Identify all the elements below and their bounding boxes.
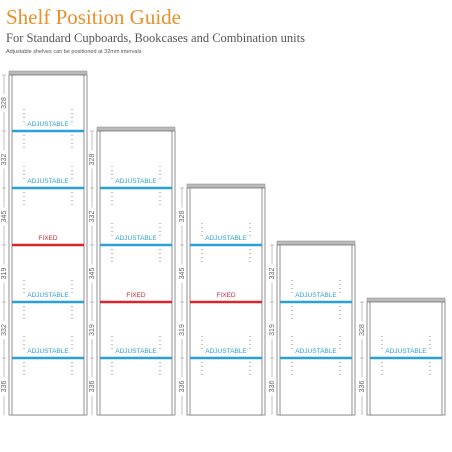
cabinet-inner [279, 244, 353, 416]
dim-label: 345 [1, 211, 8, 223]
dim-bg [88, 377, 96, 396]
shelf-label: ADJUSTABLE [27, 121, 69, 128]
dim-label: 328 [89, 154, 96, 166]
dim-label: 336 [1, 381, 8, 393]
dim-bg [0, 94, 8, 112]
cabinet-inner [99, 130, 173, 416]
cabinet-top [8, 70, 88, 76]
dim-bg [178, 207, 186, 226]
title: Shelf Position Guide [6, 5, 181, 29]
dim-bg [88, 264, 96, 283]
dim-label: 319 [269, 324, 276, 336]
dim-bg [0, 377, 8, 396]
dim-label: 332 [269, 268, 276, 280]
note: Adjustable shelves can be positioned at … [6, 49, 142, 55]
dim-label: 332 [89, 211, 96, 223]
dim-label: 336 [179, 381, 186, 393]
dim-label: 332 [1, 154, 8, 166]
dim-bg [88, 150, 96, 169]
shelf-label: ADJUSTABLE [27, 348, 69, 355]
dim-label: 328 [179, 211, 186, 223]
dim-label: 336 [89, 381, 96, 393]
subtitle: For Standard Cupboards, Bookcases and Co… [6, 31, 305, 45]
dim-label: 345 [89, 268, 96, 280]
dim-label: 345 [179, 268, 186, 280]
shelf-label: ADJUSTABLE [27, 178, 69, 185]
dim-bg [88, 321, 96, 339]
shelf-label: ADJUSTABLE [205, 235, 247, 242]
shelf-label: ADJUSTABLE [385, 348, 427, 355]
dim-label: 328 [359, 324, 366, 336]
dim-bg [0, 321, 8, 339]
shelf-label: ADJUSTABLE [295, 292, 337, 299]
shelf-label: ADJUSTABLE [115, 178, 157, 185]
cabinet-top [366, 297, 446, 303]
dim-bg [178, 264, 186, 283]
shelf-label: ADJUSTABLE [295, 348, 337, 355]
dim-bg [178, 377, 186, 396]
dim-label: 332 [1, 324, 8, 336]
dim-bg [268, 377, 276, 396]
dim-bg [0, 207, 8, 226]
dim-label: 319 [89, 324, 96, 336]
shelf-label: FIXED [38, 235, 57, 242]
shelf-label: ADJUSTABLE [205, 348, 247, 355]
shelf-label: FIXED [126, 292, 145, 299]
cabinet-top [186, 183, 266, 189]
shelf-label: ADJUSTABLE [115, 235, 157, 242]
dim-label: 319 [179, 324, 186, 336]
cabinet-top [96, 126, 176, 132]
dim-label: 328 [1, 97, 8, 109]
dim-bg [0, 150, 8, 169]
dim-bg [268, 264, 276, 283]
dim-label: 336 [269, 381, 276, 393]
dim-bg [88, 207, 96, 226]
dim-bg [0, 264, 8, 283]
shelf-label: ADJUSTABLE [27, 292, 69, 299]
shelf-label: ADJUSTABLE [115, 348, 157, 355]
dim-bg [358, 321, 366, 339]
dim-bg [178, 321, 186, 339]
cabinets: 328 332 345 319 332 336 ADJUSTABLE ADJUSTABLE FI… [0, 70, 446, 416]
dim-bg [358, 377, 366, 396]
dim-label: 319 [1, 268, 8, 280]
shelf-label: FIXED [216, 292, 235, 299]
dim-label: 336 [359, 381, 366, 393]
dim-bg [268, 321, 276, 339]
cabinet-top [276, 240, 356, 246]
